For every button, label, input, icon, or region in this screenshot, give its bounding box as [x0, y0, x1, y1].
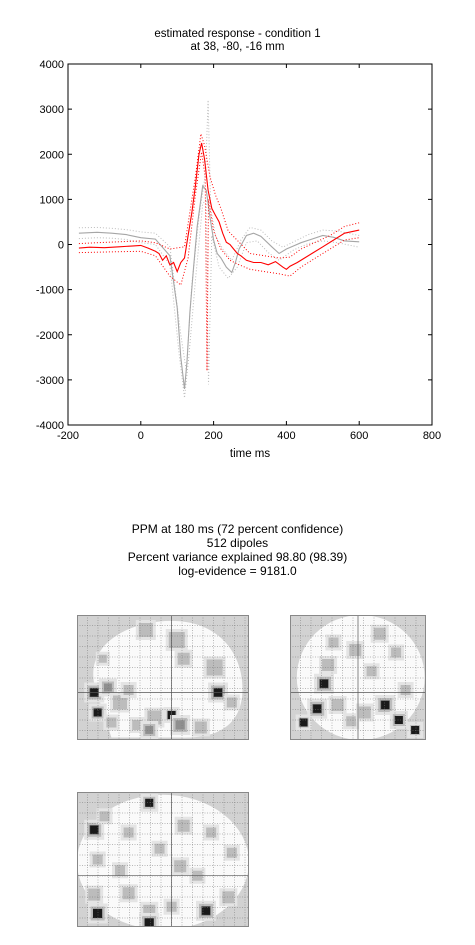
- activation-blob: [206, 827, 217, 838]
- activation-blob: [123, 827, 134, 838]
- activation-blob: [132, 720, 143, 730]
- activation-blob: [154, 843, 165, 854]
- series-line-2: [78, 151, 360, 371]
- activation-blob: [222, 891, 235, 904]
- series-line-4: [78, 100, 360, 371]
- activation-blob: [98, 654, 107, 663]
- response-chart: -200 0 200 400 600 800-4000-3000-2000-1000010…: [36, 59, 441, 442]
- mip-coronal-svg: [290, 615, 426, 740]
- series-line-1: [78, 133, 360, 259]
- activation-peak: [411, 726, 420, 734]
- ppm-log-evidence: log-evidence = 9181.0: [178, 564, 297, 578]
- chart-subtitle: at 38, -80, -16 mm: [190, 41, 285, 53]
- activation-peak: [93, 708, 102, 717]
- x-tick-label: -200: [57, 430, 79, 442]
- activation-blob: [322, 659, 335, 671]
- activation-blob: [123, 685, 134, 695]
- activation-blob: [115, 865, 125, 876]
- activation-peak: [299, 718, 308, 727]
- activation-core: [145, 726, 154, 734]
- ppm-variance: Percent variance explained 98.80 (98.39): [127, 550, 348, 564]
- activation-peak: [202, 906, 210, 915]
- activation-blob: [226, 697, 237, 708]
- activation-blob: [226, 847, 237, 858]
- y-tick-label: -2000: [36, 330, 64, 342]
- series-line-5: [78, 197, 360, 398]
- y-tick-label: -3000: [36, 375, 64, 387]
- activation-blob: [88, 888, 101, 901]
- plot-area: [67, 63, 433, 426]
- activation-peak: [313, 704, 322, 713]
- activation-peak: [93, 909, 102, 918]
- activation-blob: [92, 854, 103, 865]
- activation-blob: [99, 811, 110, 822]
- mip-axial-svg: [77, 792, 249, 927]
- axial-projection: [77, 792, 249, 927]
- projection-border: [77, 792, 249, 927]
- ppm-dipoles: 512 dipoles: [206, 536, 269, 550]
- y-tick-label: 4000: [40, 59, 64, 71]
- y-tick-label: 1000: [40, 194, 64, 206]
- activation-peak: [145, 798, 154, 807]
- tick-layer: -200 0 200 400 600 800-4000-3000-2000-1000010…: [36, 59, 441, 442]
- brain-outline: [93, 620, 243, 738]
- projection-border: [290, 615, 426, 740]
- series-layer: [78, 100, 360, 398]
- activation-peak: [90, 825, 99, 834]
- activation-core: [103, 683, 112, 692]
- activation-peak: [394, 716, 403, 724]
- x-tick-label: 200: [204, 430, 222, 442]
- activation-blob: [174, 860, 187, 873]
- y-tick-label: 3000: [40, 104, 64, 116]
- x-tick-label: 800: [423, 430, 441, 442]
- activation-blob: [346, 716, 357, 727]
- activation-peak: [320, 679, 328, 688]
- ppm-title: PPM at 180 ms (72 percent confidence): [131, 522, 344, 536]
- activation-blob: [358, 706, 371, 719]
- chart-title: estimated response - condition 1: [154, 28, 321, 40]
- x-axis-label: time ms: [229, 448, 271, 460]
- activation-blob: [177, 819, 190, 832]
- activation-blob: [349, 644, 362, 656]
- activation-blob: [194, 721, 207, 734]
- x-tick-label: 600: [350, 430, 368, 442]
- activation-peak: [381, 701, 390, 709]
- mip-sagittal-svg: [77, 615, 249, 740]
- y-tick-label: -4000: [36, 420, 64, 432]
- activation-blob: [328, 637, 339, 648]
- coronal-projection: [290, 615, 426, 740]
- activation-blob: [177, 652, 190, 665]
- activation-blob: [113, 695, 127, 710]
- activation-blob: [106, 717, 117, 728]
- activation-blob: [373, 627, 386, 640]
- activation-blob: [138, 623, 153, 637]
- activation-peak: [145, 918, 154, 927]
- plot-frame: [67, 63, 433, 426]
- activation-blob: [122, 887, 135, 900]
- series-line-0: [78, 142, 360, 274]
- y-tick-label: 0: [58, 240, 64, 252]
- y-tick-label: -1000: [36, 285, 64, 297]
- y-tick-label: 2000: [40, 149, 64, 161]
- x-tick-label: 0: [138, 430, 144, 442]
- sagittal-projection: [77, 615, 249, 740]
- activation-blob: [391, 647, 402, 658]
- projection-border: [77, 615, 249, 740]
- activation-core: [175, 720, 185, 730]
- activation-blob: [331, 699, 344, 711]
- activation-blob: [366, 666, 377, 677]
- x-tick-label: 400: [277, 430, 295, 442]
- activation-blob: [168, 632, 185, 648]
